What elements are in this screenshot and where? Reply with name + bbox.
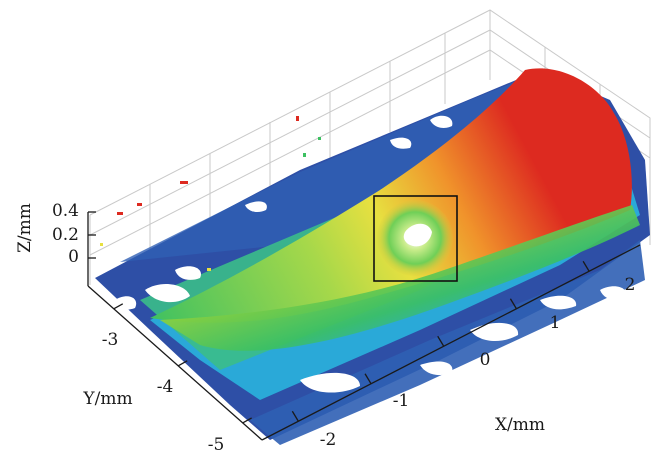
defect-highlight-box (373, 195, 458, 282)
outlier-points (100, 116, 321, 271)
surface-gaps (115, 115, 627, 393)
x-ticks: -2 -1 0 1 2 (320, 275, 636, 450)
y-tick-label: -5 (208, 435, 225, 454)
z-tick-label: 0.2 (52, 225, 79, 245)
x-axis-label: X/mm (495, 415, 545, 435)
axes (87, 212, 641, 441)
y-ticks: -5 -4 -3 (102, 330, 225, 454)
z-tick-label: 0 (68, 247, 79, 267)
x-tick-mark (364, 373, 372, 385)
x-tick-label: -2 (320, 430, 337, 450)
x-tick-mark (509, 298, 517, 310)
x-tick-label: -1 (393, 391, 410, 411)
y-tick-label: -3 (102, 330, 119, 350)
z-axis-label: Z/mm (15, 203, 35, 253)
x-tick-label: 1 (550, 313, 561, 333)
x-tick-label: 0 (480, 350, 491, 370)
y-tick-mark (113, 303, 124, 310)
x-tick-label: 2 (625, 275, 636, 295)
y-axis-label: Y/mm (82, 389, 132, 409)
defect-core (403, 223, 432, 247)
y-axis-line (87, 285, 263, 441)
tick-marks (88, 211, 590, 424)
y-tick-label: -4 (157, 377, 174, 397)
x-axis-line (261, 244, 641, 441)
y-tick-mark (177, 360, 188, 367)
x-tick-mark (291, 410, 299, 422)
y-tick-mark (242, 417, 252, 424)
x-tick-mark (582, 260, 590, 272)
z-tick-label: 0.4 (52, 201, 79, 221)
surface-ridge-flank (160, 205, 640, 351)
x-tick-mark (437, 335, 445, 347)
z-ticks: 0 0.2 0.4 (52, 201, 79, 267)
